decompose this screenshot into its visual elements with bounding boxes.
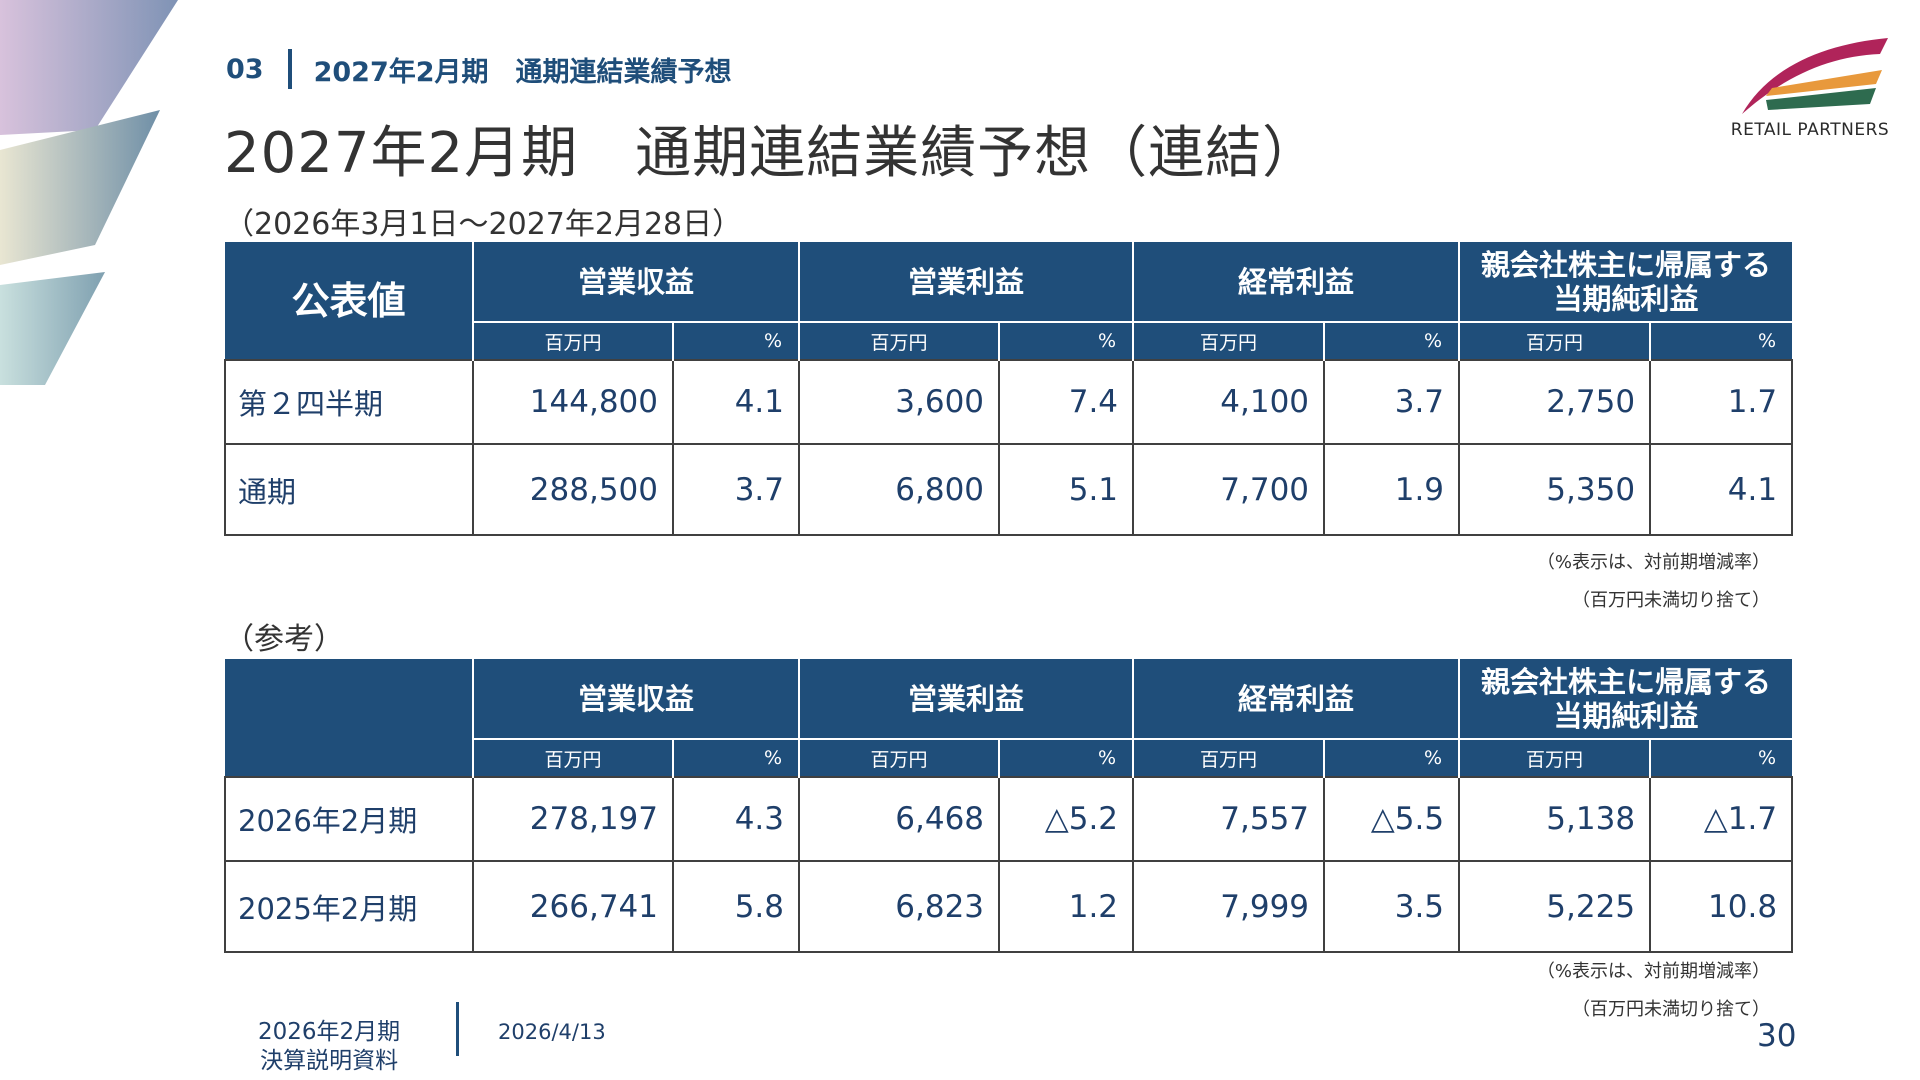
- unit-pct: %: [1649, 321, 1793, 360]
- col-net-profit-line1: 親会社株主に帰属する: [1481, 247, 1772, 282]
- revenue-pct: 5.8: [671, 860, 801, 953]
- period-text: （2026年3月1日～2027年2月28日）: [224, 207, 743, 242]
- unit-pct: %: [671, 321, 800, 360]
- corner-decoration: [0, 0, 178, 385]
- unit-mil: 百万円: [798, 738, 1000, 777]
- table-row: 2025年2月期 266,741 5.8 6,823 1.2 7,999 3.5…: [224, 860, 1794, 953]
- revenue-value: 266,741: [472, 860, 674, 953]
- unit-pct: %: [671, 738, 800, 777]
- col-net-profit: 親会社株主に帰属する 当期純利益: [1458, 242, 1793, 322]
- unit-mil: 百万円: [1458, 738, 1651, 777]
- net-pct: 10.8: [1649, 860, 1794, 953]
- footer-doc-line1: 2026年2月期: [258, 1019, 401, 1045]
- unit-mil: 百万円: [472, 321, 673, 360]
- op-pct: 1.2: [998, 860, 1135, 953]
- net-value: 5,350: [1458, 443, 1652, 536]
- col-ordinary-profit: 経常利益: [1132, 659, 1460, 739]
- table-row: 2026年2月期 278,197 4.3 6,468 △5.2 7,557 △5…: [224, 776, 1794, 862]
- col-operating-profit: 営業利益: [798, 659, 1134, 739]
- col-revenue: 営業収益: [471, 659, 800, 739]
- unit-mil: 百万円: [798, 321, 1000, 360]
- revenue-pct: 3.7: [671, 443, 801, 536]
- col-net-profit-line1: 親会社株主に帰属する: [1481, 664, 1772, 699]
- reference-corner: [225, 659, 473, 777]
- net-pct: △1.7: [1649, 776, 1794, 862]
- forecast-table: 公表値 営業収益 営業利益 経常利益 親会社株主に帰属する 当期純利益 百万円 …: [224, 242, 1794, 536]
- ord-pct: △5.5: [1323, 776, 1461, 862]
- unit-pct: %: [1323, 738, 1460, 777]
- op-value: 6,800: [798, 443, 1001, 536]
- net-pct: 1.7: [1649, 359, 1794, 445]
- unit-pct: %: [998, 738, 1134, 777]
- unit-pct: %: [1323, 321, 1460, 360]
- table-row: 第２四半期 144,800 4.1 3,600 7.4 4,100 3.7 2,…: [224, 359, 1794, 445]
- op-value: 3,600: [798, 359, 1001, 445]
- row-label: 2026年2月期: [224, 776, 474, 862]
- col-net-profit-line2: 当期純利益: [1553, 281, 1699, 316]
- footer-divider: [456, 1002, 459, 1056]
- op-pct: 5.1: [998, 443, 1135, 536]
- ord-value: 7,700: [1132, 443, 1326, 536]
- op-value: 6,468: [798, 776, 1001, 862]
- unit-mil: 百万円: [1132, 738, 1325, 777]
- ord-pct: 3.7: [1323, 359, 1461, 445]
- op-pct: △5.2: [998, 776, 1135, 862]
- col-net-profit: 親会社株主に帰属する 当期純利益: [1458, 659, 1793, 739]
- unit-pct: %: [998, 321, 1134, 360]
- footer-doc-line2: 決算説明資料: [260, 1048, 399, 1074]
- revenue-value: 278,197: [472, 776, 674, 862]
- net-value: 5,225: [1458, 860, 1652, 953]
- op-pct: 7.4: [998, 359, 1135, 445]
- unit-mil: 百万円: [1458, 321, 1651, 360]
- reference-label: （参考）: [224, 622, 344, 657]
- revenue-value: 288,500: [472, 443, 674, 536]
- forecast-corner-label: 公表値: [225, 242, 473, 360]
- logo-text: RETAIL PARTNERS: [1730, 120, 1890, 140]
- col-net-profit-line2: 当期純利益: [1553, 698, 1699, 733]
- ord-value: 7,557: [1132, 776, 1326, 862]
- section-number: 03: [226, 53, 264, 85]
- net-value: 5,138: [1458, 776, 1652, 862]
- row-label: 第２四半期: [224, 359, 474, 445]
- section-divider: [287, 49, 292, 89]
- row-label: 2025年2月期: [224, 860, 474, 953]
- unit-mil: 百万円: [1132, 321, 1325, 360]
- revenue-value: 144,800: [472, 359, 674, 445]
- footer-document-title: 2026年2月期 決算説明資料: [258, 1018, 400, 1076]
- op-value: 6,823: [798, 860, 1001, 953]
- row-label: 通期: [224, 443, 474, 536]
- reference-table: 営業収益 営業利益 経常利益 親会社株主に帰属する 当期純利益 百万円 % 百万…: [224, 659, 1794, 953]
- retail-partners-logo: [1742, 38, 1888, 114]
- revenue-pct: 4.3: [671, 776, 801, 862]
- section-title: 2027年2月期 通期連結業績予想: [313, 56, 732, 88]
- rounding-note: （百万円未満切り捨て）: [1572, 590, 1770, 611]
- ord-pct: 3.5: [1323, 860, 1461, 953]
- unit-pct: %: [1649, 738, 1793, 777]
- section-header: 03 2027年2月期 通期連結業績予想: [226, 49, 732, 89]
- net-value: 2,750: [1458, 359, 1652, 445]
- ord-value: 4,100: [1132, 359, 1326, 445]
- pct-note: （%表示は、対前期増減率）: [1536, 552, 1770, 573]
- col-revenue: 営業収益: [471, 242, 800, 322]
- table-row: 通期 288,500 3.7 6,800 5.1 7,700 1.9 5,350…: [224, 443, 1794, 536]
- ord-value: 7,999: [1132, 860, 1326, 953]
- page-number: 30: [1757, 1018, 1797, 1054]
- col-ordinary-profit: 経常利益: [1132, 242, 1460, 322]
- page-title: 2027年2月期 通期連結業績予想（連結）: [224, 121, 1320, 186]
- net-pct: 4.1: [1649, 443, 1794, 536]
- rounding-note: （百万円未満切り捨て）: [1572, 999, 1770, 1020]
- pct-note: （%表示は、対前期増減率）: [1536, 961, 1770, 982]
- ord-pct: 1.9: [1323, 443, 1461, 536]
- revenue-pct: 4.1: [671, 359, 801, 445]
- footer-date: 2026/4/13: [498, 1020, 606, 1044]
- unit-mil: 百万円: [472, 738, 673, 777]
- col-operating-profit: 営業利益: [798, 242, 1134, 322]
